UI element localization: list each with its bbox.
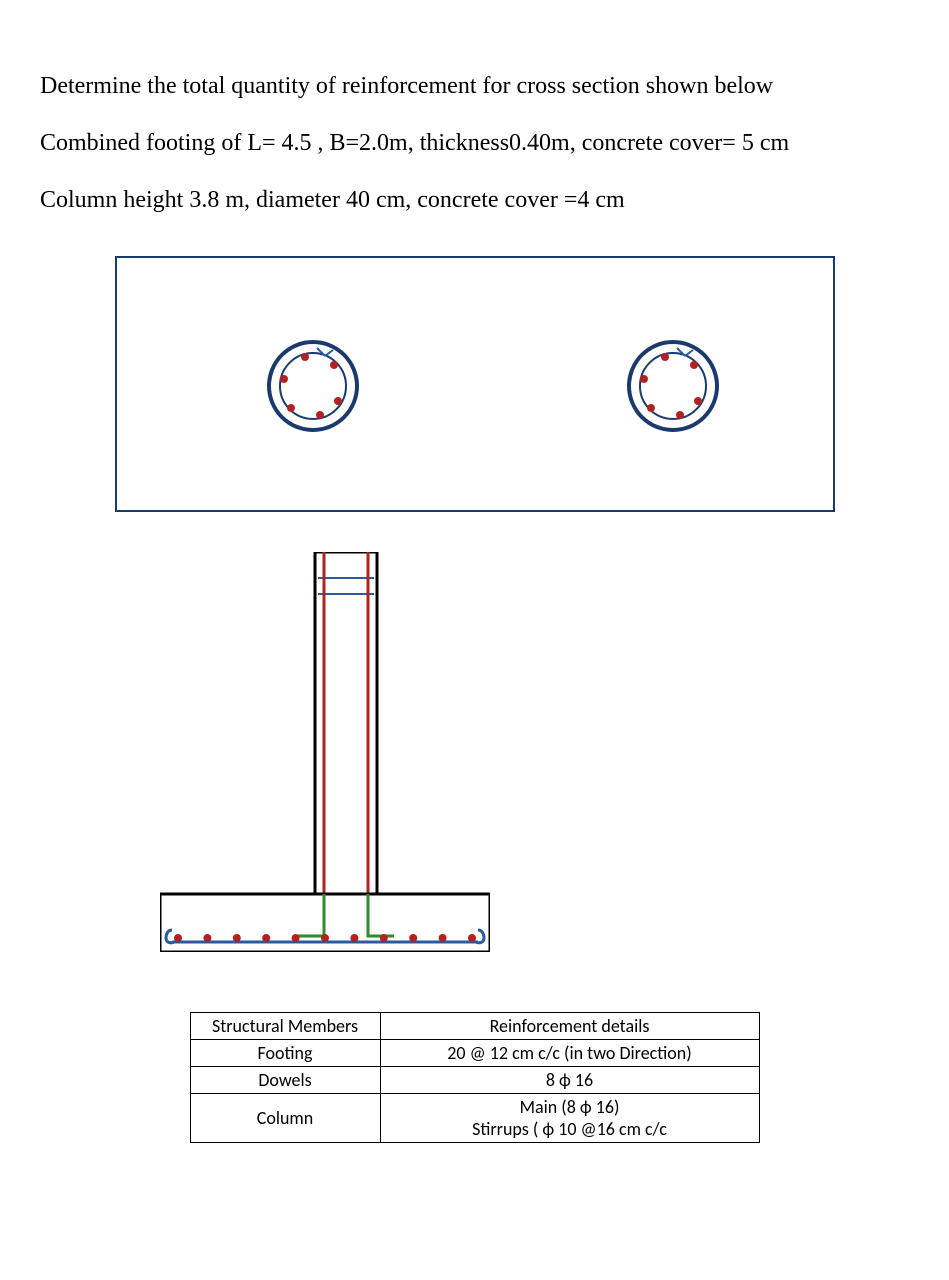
rebar-dot-icon: [380, 934, 388, 942]
rebar-dot-icon: [233, 934, 241, 942]
rebar-dot-icon: [334, 397, 342, 405]
footing-section-view: [160, 552, 490, 952]
table-cell-member: Column: [190, 1094, 380, 1143]
column-cross-section-right: [627, 340, 719, 432]
table-cell-details: 8 ϕ 16: [380, 1067, 759, 1094]
table-header-row: Structural Members Reinforcement details: [190, 1013, 759, 1040]
section-drawing: [160, 552, 490, 952]
problem-line-3: Column height 3.8 m, diameter 40 cm, con…: [40, 174, 909, 227]
rebar-dot-icon: [321, 934, 329, 942]
stirrup-hook-icon: [267, 340, 359, 432]
rebar-dot-icon: [203, 934, 211, 942]
problem-line-2: Combined footing of L= 4.5 , B=2.0m, thi…: [40, 117, 909, 170]
rebar-dot-icon: [330, 361, 338, 369]
footing-plan-view: [115, 256, 835, 512]
rebar-dot-icon: [690, 361, 698, 369]
column-cross-section-left: [267, 340, 359, 432]
table-cell-member: Dowels: [190, 1067, 380, 1094]
rebar-dot-icon: [661, 353, 669, 361]
rebar-dot-icon: [647, 404, 655, 412]
table-cell-details: Main (8 ϕ 16) Stirrups ( ϕ 10 @16 cm c/c: [380, 1094, 759, 1143]
rebar-dot-icon: [292, 934, 300, 942]
problem-statement: Determine the total quantity of reinforc…: [40, 60, 909, 226]
table-row: Dowels 8 ϕ 16: [190, 1067, 759, 1094]
table-cell-details: 20 @ 12 cm c/c (in two Direction): [380, 1040, 759, 1067]
rebar-dot-icon: [174, 934, 182, 942]
rebar-dot-icon: [301, 353, 309, 361]
table-row: Footing 20 @ 12 cm c/c (in two Direction…: [190, 1040, 759, 1067]
rebar-dot-icon: [316, 411, 324, 419]
rebar-dot-icon: [468, 934, 476, 942]
stirrup-hook-icon: [627, 340, 719, 432]
table-cell-member: Footing: [190, 1040, 380, 1067]
reinforcement-details-table: Structural Members Reinforcement details…: [190, 1012, 760, 1143]
problem-line-1: Determine the total quantity of reinforc…: [40, 60, 909, 113]
rebar-dot-icon: [409, 934, 417, 942]
table-header-members: Structural Members: [190, 1013, 380, 1040]
rebar-dot-icon: [350, 934, 358, 942]
rebar-dot-icon: [439, 934, 447, 942]
table-header-details: Reinforcement details: [380, 1013, 759, 1040]
rebar-dot-icon: [694, 397, 702, 405]
table-row: Column Main (8 ϕ 16) Stirrups ( ϕ 10 @16…: [190, 1094, 759, 1143]
rebar-dot-icon: [676, 411, 684, 419]
dowel-bar-icon: [298, 894, 324, 936]
rebar-dot-icon: [640, 375, 648, 383]
rebar-dot-icon: [287, 404, 295, 412]
rebar-dot-icon: [262, 934, 270, 942]
dowel-bar-icon: [368, 894, 394, 936]
rebar-dot-icon: [280, 375, 288, 383]
